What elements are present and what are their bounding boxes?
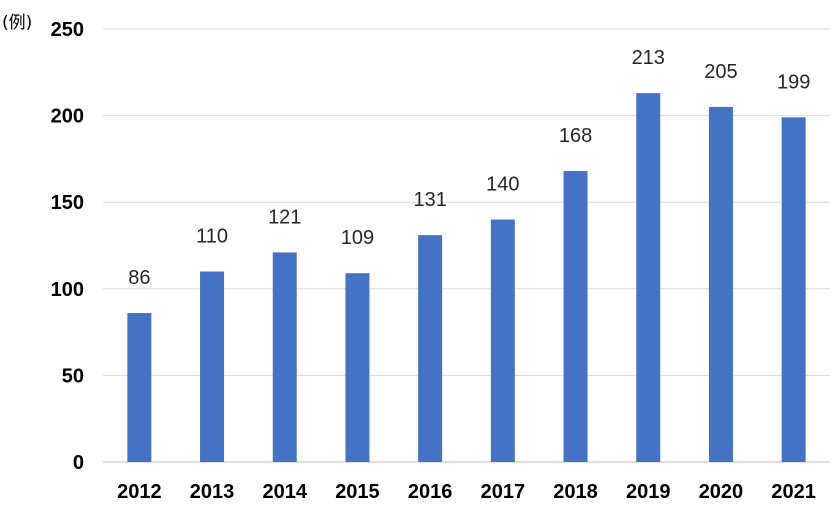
data-label-2013: 110: [196, 225, 228, 247]
data-label-2017: 140: [486, 174, 519, 196]
bar-2012: [127, 313, 152, 462]
x-tick-label-2021: 2021: [771, 481, 816, 503]
bar-2017: [490, 219, 515, 462]
bars: [127, 93, 806, 463]
bar-2014: [272, 252, 297, 462]
bar-2019: [636, 93, 661, 463]
bar-2013: [200, 271, 225, 462]
bar-2016: [418, 235, 443, 462]
data-label-2015: 109: [341, 227, 374, 249]
data-labels: 86 110 121 109 131 140 168 213 205 199: [128, 47, 810, 289]
bar-2021: [781, 117, 806, 462]
x-tick-label-2015: 2015: [335, 481, 380, 503]
bar-2020: [708, 106, 733, 462]
y-axis-unit-label: (例): [2, 13, 32, 33]
x-tick-label-2014: 2014: [263, 481, 308, 503]
y-axis-tick-labels: 0 50 100 150 200 250: [51, 19, 84, 474]
y-tick-label: 250: [51, 19, 84, 41]
x-tick-label-2012: 2012: [117, 481, 162, 503]
y-tick-label: 100: [51, 279, 84, 301]
bar-2018: [563, 171, 588, 463]
x-tick-label-2018: 2018: [553, 481, 598, 503]
y-tick-label: 50: [62, 365, 84, 387]
data-label-2016: 131: [413, 189, 446, 211]
x-tick-label-2019: 2019: [626, 481, 671, 503]
y-tick-label: 150: [51, 192, 84, 214]
x-axis-tick-labels: 2012 2013 2014 2015 2016 2017 2018 2019 2020 2021: [117, 481, 816, 503]
x-tick-label-2016: 2016: [408, 481, 453, 503]
gridlines: [103, 28, 830, 463]
bar-2015: [345, 273, 370, 462]
data-label-2018: 168: [559, 125, 592, 147]
data-label-2021: 199: [777, 71, 810, 93]
x-tick-label-2013: 2013: [190, 481, 235, 503]
data-label-2012: 86: [128, 267, 150, 289]
y-tick-label: 0: [73, 452, 84, 474]
data-label-2014: 121: [268, 206, 301, 228]
y-tick-label: 200: [51, 106, 84, 128]
data-label-2019: 213: [632, 47, 665, 69]
x-tick-label-2020: 2020: [699, 481, 744, 503]
x-tick-label-2017: 2017: [481, 481, 526, 503]
data-label-2020: 205: [704, 61, 737, 83]
